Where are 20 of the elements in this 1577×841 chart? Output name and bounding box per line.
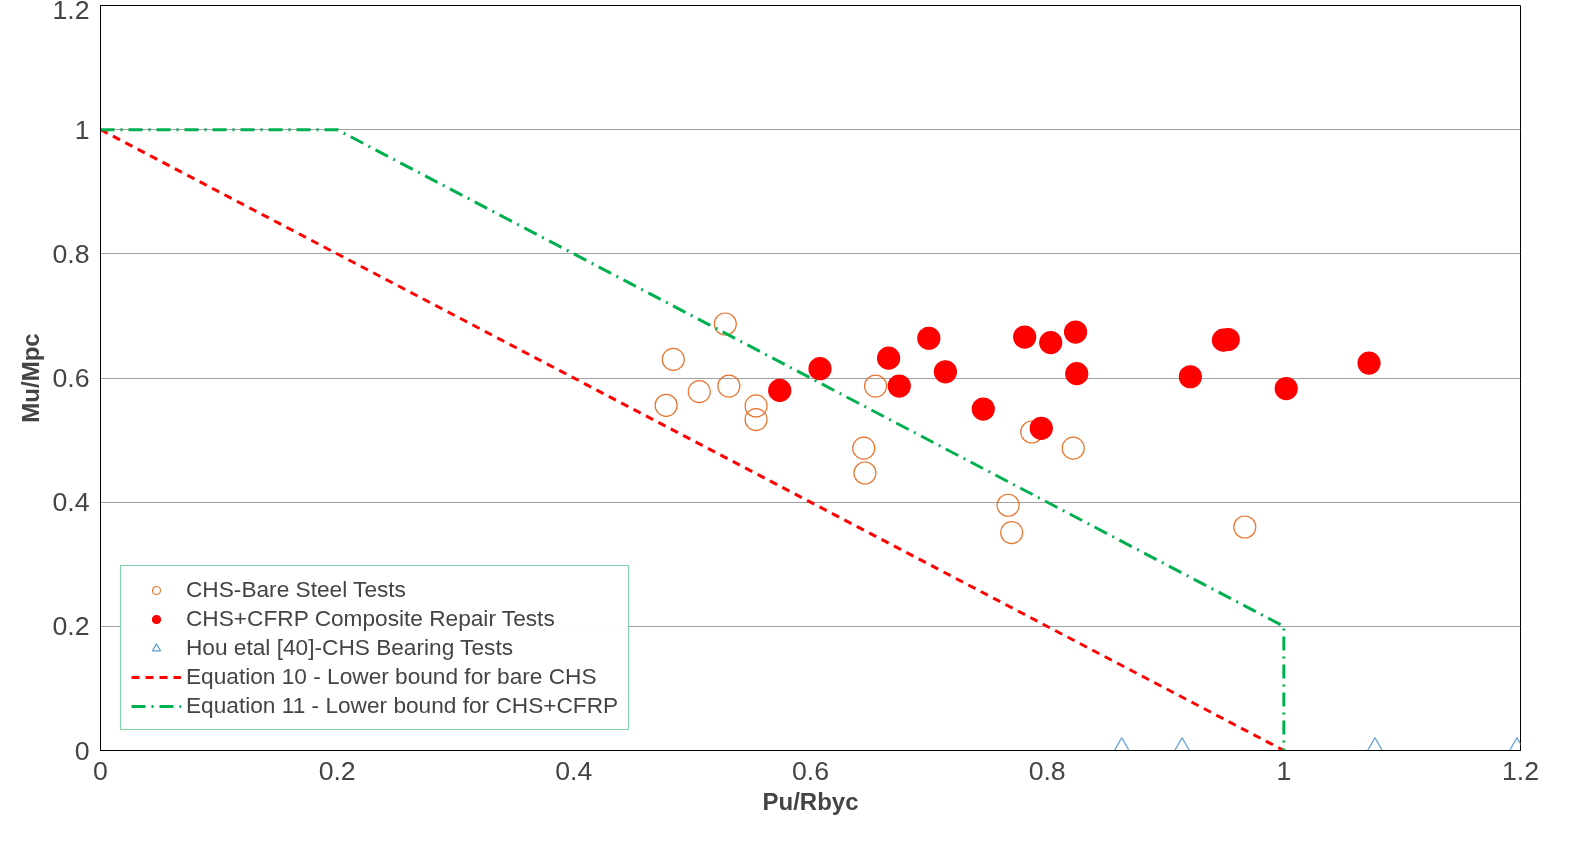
y-tick-label: 0 (74, 735, 90, 766)
legend-label: Equation 11 - Lower bound for CHS+CFRP (186, 692, 619, 719)
y-tick-label: 0.6 (52, 363, 90, 393)
y-tick-label: 1 (74, 114, 90, 145)
y-tick-label: 1.2 (52, 0, 90, 25)
y-tick-label: 0.2 (52, 611, 90, 642)
y-tick-label: 0.4 (52, 487, 90, 518)
x-tick-label: 1 (1276, 755, 1292, 786)
y-axis-title: Mu/Mpc (17, 333, 45, 423)
x-axis-title: Pu/Rbyc (762, 787, 859, 815)
x-tick-label: 0.2 (318, 755, 356, 786)
x-tick-label: 0.8 (1028, 755, 1066, 786)
legend-label: Hou etal [40]-CHS Bearing Tests (186, 634, 513, 661)
legend-label: CHS-Bare Steel Tests (186, 576, 406, 603)
legend-label: CHS+CFRP Composite Repair Tests (186, 605, 555, 632)
x-tick-label: 0.4 (555, 755, 593, 786)
x-tick-label: 0.6 (791, 755, 830, 786)
x-tick-label: 1.2 (1501, 755, 1540, 786)
y-tick-label: 0.8 (52, 238, 90, 269)
legend-label: Equation 10 - Lower bound for bare CHS (186, 663, 597, 690)
